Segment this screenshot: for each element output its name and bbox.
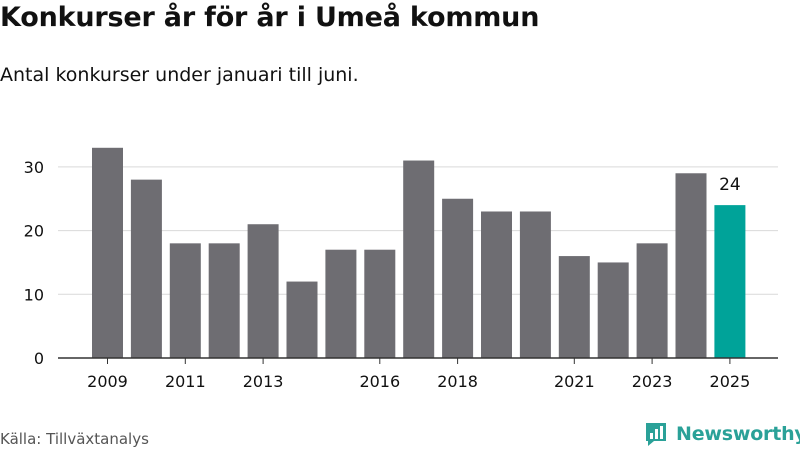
bar-2012 <box>208 243 240 358</box>
x-tick-label: 2013 <box>243 372 284 391</box>
bar-2015 <box>325 249 357 358</box>
chart-title: Konkurser år för år i Umeå kommun <box>0 2 540 33</box>
x-tick-label: 2009 <box>87 372 128 391</box>
x-tick-label: 2025 <box>710 372 751 391</box>
y-tick-label: 0 <box>34 349 44 368</box>
x-tick-label: 2011 <box>165 372 206 391</box>
bar-2016 <box>364 249 396 358</box>
bar-2023 <box>636 243 668 358</box>
bar-2020 <box>519 211 551 358</box>
bar-2019 <box>481 211 512 358</box>
bar-2009 <box>92 147 123 358</box>
y-tick-label: 30 <box>24 158 44 177</box>
bar-2025 <box>714 205 746 358</box>
y-tick-label: 20 <box>24 222 44 241</box>
bar-2021 <box>558 256 590 358</box>
bar-chart: 0 10 20 30 24 2009 2011 2013 2016 2018 2021 2023 202… <box>24 147 778 391</box>
source-note: Källa: Tillväxtanalys <box>0 430 149 448</box>
bar-2013 <box>247 224 279 358</box>
chart-subtitle: Antal konkurser under januari till juni. <box>0 64 359 86</box>
x-tick-label: 2023 <box>632 372 673 391</box>
bar-2014 <box>286 281 318 358</box>
bar-2024 <box>675 173 707 358</box>
newsworthy-chart-bubble-icon <box>646 423 666 446</box>
bar-2018 <box>442 198 474 358</box>
x-tick-label: 2016 <box>359 372 400 391</box>
y-tick-label: 10 <box>24 285 44 304</box>
bar-2017 <box>403 160 435 358</box>
bar-2010 <box>130 179 162 358</box>
brand-name: Newsworthy <box>676 423 800 445</box>
x-tick-label: 2018 <box>437 372 478 391</box>
newsworthy-logo: Newsworthy <box>644 420 800 448</box>
x-tick-label: 2021 <box>554 372 595 391</box>
bar-2022 <box>597 262 629 358</box>
data-label: 24 <box>719 175 741 195</box>
bar-2011 <box>169 243 201 358</box>
